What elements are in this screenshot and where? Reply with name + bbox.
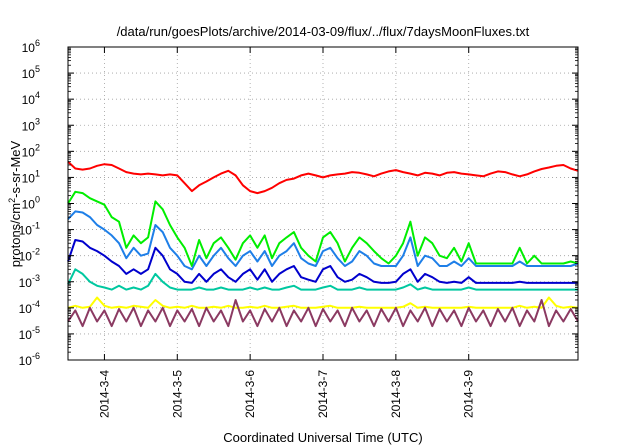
- y-axis-label: protons/cm2-s-sr-MeV: [7, 140, 23, 267]
- y-tick-base: 10: [19, 328, 33, 342]
- y-tick-label: 10-5: [19, 325, 40, 342]
- series-line: [67, 239, 578, 284]
- y-tick-label: 103: [22, 116, 40, 133]
- y-tick-label: 102: [22, 142, 40, 159]
- y-tick-label: 100: [22, 195, 40, 212]
- y-tick-base: 10: [22, 93, 36, 107]
- y-axis-label-superscript: 2: [7, 198, 17, 203]
- y-tick-base: 10: [22, 67, 36, 81]
- x-axis-label: Coordinated Universal Time (UTC): [223, 430, 422, 445]
- y-tick-exponent: 3: [35, 116, 40, 126]
- y-tick-base: 10: [22, 171, 36, 185]
- series-line: [67, 296, 579, 309]
- y-tick-exponent: -4: [32, 299, 40, 309]
- series-line: [67, 299, 579, 328]
- y-tick-exponent: 0: [35, 195, 40, 205]
- y-tick-base: 10: [19, 276, 33, 290]
- y-tick-label: 106: [22, 38, 40, 55]
- chart-title: /data/run/goesPlots/archive/2014-03-09/f…: [117, 24, 530, 39]
- y-tick-exponent: 2: [35, 142, 40, 152]
- x-tick-label: 2014-3-8: [389, 370, 403, 418]
- y-tick-label: 105: [22, 64, 40, 81]
- y-tick-exponent: -1: [32, 221, 40, 231]
- y-tick-base: 10: [22, 145, 36, 159]
- y-tick-exponent: 6: [35, 38, 40, 48]
- grid-lines: [68, 47, 578, 360]
- x-tick-label: 2014-3-9: [462, 370, 476, 418]
- x-tick-label: 2014-3-5: [170, 370, 184, 418]
- y-tick-label: 10-1: [19, 221, 40, 238]
- y-tick-label: 10-3: [19, 273, 40, 290]
- series-line: [67, 210, 579, 271]
- y-tick-label: 10-6: [19, 351, 40, 368]
- y-tick-base: 10: [22, 119, 36, 133]
- data-series: [67, 160, 579, 328]
- y-tick-exponent: -5: [32, 325, 40, 335]
- y-tick-base: 10: [22, 41, 36, 55]
- x-tick-label: 2014-3-6: [243, 370, 257, 418]
- y-tick-exponent: 4: [35, 90, 40, 100]
- y-tick-label: 101: [22, 168, 40, 185]
- y-tick-label: 10-4: [19, 299, 40, 316]
- y-tick-base: 10: [22, 198, 36, 212]
- y-tick-base: 10: [19, 224, 33, 238]
- y-tick-base: 10: [19, 250, 33, 264]
- y-axis-ticks: 10-610-510-410-310-210-11001011021031041…: [19, 38, 578, 368]
- x-tick-label: 2014-3-4: [97, 370, 111, 418]
- y-tick-exponent: 5: [35, 64, 40, 74]
- y-tick-label: 104: [22, 90, 40, 107]
- series-line: [67, 190, 579, 267]
- y-tick-exponent: 1: [35, 168, 40, 178]
- y-tick-exponent: -3: [32, 273, 40, 283]
- series-line: [67, 160, 579, 195]
- y-axis-label-units: -s-sr-MeV: [8, 140, 23, 197]
- x-axis-ticks: 2014-3-4 2014-3-5 2014-3-6 2014-3-7 2014-3-8…: [97, 47, 476, 418]
- series-line: [67, 268, 578, 291]
- y-tick-exponent: -6: [32, 351, 40, 361]
- x-tick-label: 2014-3-7: [316, 370, 330, 418]
- y-tick-exponent: -2: [32, 247, 40, 257]
- y-axis-label-main: protons/cm: [8, 203, 23, 267]
- y-tick-base: 10: [19, 302, 33, 316]
- y-tick-label: 10-2: [19, 247, 40, 264]
- y-tick-base: 10: [19, 354, 33, 368]
